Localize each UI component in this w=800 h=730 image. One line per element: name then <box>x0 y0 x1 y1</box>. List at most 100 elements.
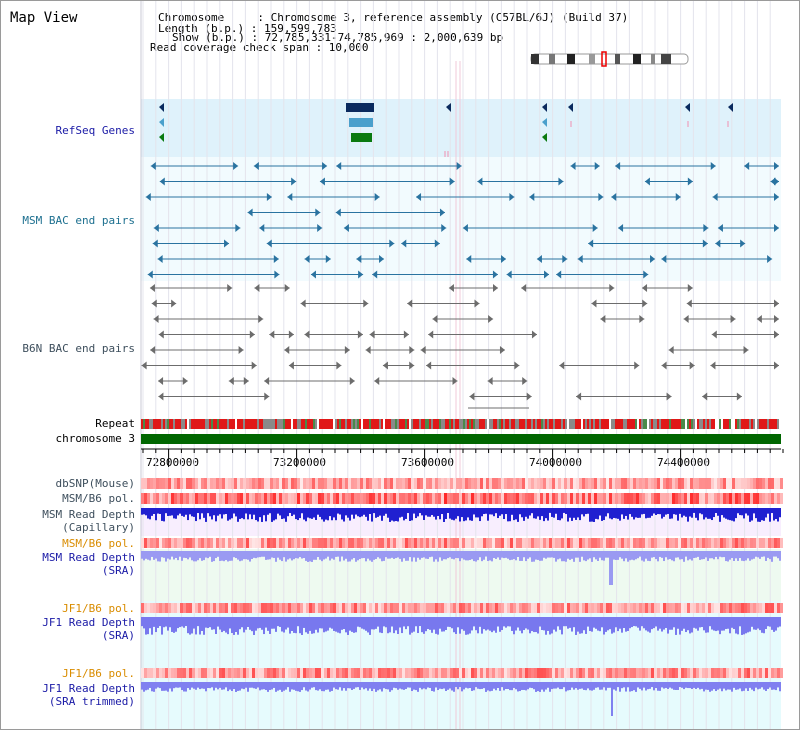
depth-bar <box>409 617 411 635</box>
depth-bar <box>555 682 557 689</box>
depth-bar <box>757 617 759 629</box>
msm-bac-label[interactable]: MSM BAC end pairs <box>22 214 135 227</box>
pol-cell <box>300 478 303 489</box>
bac-end <box>452 377 458 385</box>
pol-cell <box>474 603 477 613</box>
axis-tick-label: 73600000 <box>401 456 454 469</box>
jf1-trim-depth-label-1[interactable]: JF1 Read Depth <box>42 682 135 695</box>
depth-bar <box>615 551 617 560</box>
pol-cell <box>219 538 222 548</box>
depth-bar <box>645 508 647 519</box>
pol-cell <box>390 603 393 613</box>
pol-cell <box>747 668 750 678</box>
depth-bar <box>701 551 703 560</box>
bac-end <box>774 193 779 201</box>
depth-bar <box>523 682 525 690</box>
depth-bar <box>515 551 517 561</box>
pol-cell <box>180 538 183 548</box>
depth-bar <box>769 682 771 688</box>
depth-bar <box>353 551 355 559</box>
depth-bar <box>399 682 401 689</box>
pol-cell <box>174 493 177 504</box>
pol-cell <box>369 493 372 504</box>
depth-bar <box>351 682 353 690</box>
pol-cell <box>177 538 180 548</box>
bac-end <box>284 284 290 292</box>
pol-cell <box>453 538 456 548</box>
depth-bar <box>741 617 743 635</box>
pol-cell <box>333 493 336 504</box>
pol-cell <box>456 603 459 613</box>
msm-b6-pol-label[interactable]: MSM/B6 pol. <box>62 492 135 505</box>
depth-bar <box>477 551 479 561</box>
pol-cell <box>723 493 726 504</box>
depth-bar <box>567 551 569 559</box>
depth-bar <box>703 551 705 560</box>
depth-bar <box>253 617 255 635</box>
pol-cell <box>432 478 435 489</box>
depth-bar <box>429 682 431 688</box>
pol-cell <box>426 603 429 613</box>
pol-cell <box>366 603 369 613</box>
msm-b6-pol-sra-label[interactable]: MSM/B6 pol. <box>62 537 135 550</box>
depth-bar <box>191 551 193 561</box>
pol-cell <box>285 538 288 548</box>
jf1-b6-pol-label[interactable]: JF1/B6 pol. <box>62 602 135 615</box>
jf1-b6-pol-trim-label[interactable]: JF1/B6 pol. <box>62 667 135 680</box>
depth-bar <box>321 508 323 520</box>
depth-bar <box>429 508 431 517</box>
repeat-segment <box>665 419 667 429</box>
repeat-segment <box>349 419 351 429</box>
repeat-segment <box>215 419 217 429</box>
pol-cell <box>288 603 291 613</box>
pol-cell <box>330 478 333 489</box>
pol-cell <box>522 538 525 548</box>
depth-bar <box>341 617 343 630</box>
repeat-segment <box>345 419 347 429</box>
depth-bar <box>679 617 681 635</box>
bac-end <box>349 377 355 385</box>
pol-cell <box>279 493 282 504</box>
pol-cell <box>414 538 417 548</box>
depth-bar <box>765 682 767 691</box>
pol-cell <box>531 603 534 613</box>
pol-cell <box>159 603 162 613</box>
bac-end <box>288 361 294 370</box>
repeat-segment <box>385 419 387 429</box>
refseq-genes-label[interactable]: RefSeq Genes <box>55 124 135 137</box>
depth-bar <box>175 508 177 519</box>
pol-cell <box>339 493 342 504</box>
depth-bar <box>375 551 377 559</box>
repeat-segment <box>321 419 323 429</box>
depth-bar <box>265 617 267 628</box>
pol-cell <box>540 603 543 613</box>
msm-sra-depth-label-1[interactable]: MSM Read Depth <box>42 551 135 564</box>
jf1-sra-depth-label-1[interactable]: JF1 Read Depth <box>42 616 135 629</box>
pol-cell <box>147 538 150 548</box>
repeat-segment <box>157 419 159 429</box>
dbsnp-label[interactable]: dbSNP(Mouse) <box>55 477 135 490</box>
depth-bar <box>625 617 627 632</box>
depth-bar <box>569 551 571 560</box>
repeat-segment <box>229 419 231 429</box>
depth-bar <box>167 682 169 692</box>
pol-cell <box>153 603 156 613</box>
pol-cell <box>747 603 750 613</box>
pol-cell <box>174 603 177 613</box>
depth-bar <box>689 682 691 689</box>
pol-cell <box>768 493 771 504</box>
pol-cell <box>729 478 732 489</box>
depth-bar <box>537 617 539 634</box>
pol-cell <box>654 538 657 548</box>
depth-bar <box>397 508 399 522</box>
bac-end <box>145 193 151 201</box>
depth-bar <box>657 508 659 515</box>
b6n-bac-label[interactable]: B6N BAC end pairs <box>22 342 135 355</box>
bac-end <box>767 255 773 263</box>
pol-cell <box>753 493 756 504</box>
depth-bar <box>217 551 219 557</box>
repeat-segment <box>529 419 531 429</box>
msm-cap-depth-label-1[interactable]: MSM Read Depth <box>42 508 135 521</box>
depth-bar <box>601 617 603 628</box>
